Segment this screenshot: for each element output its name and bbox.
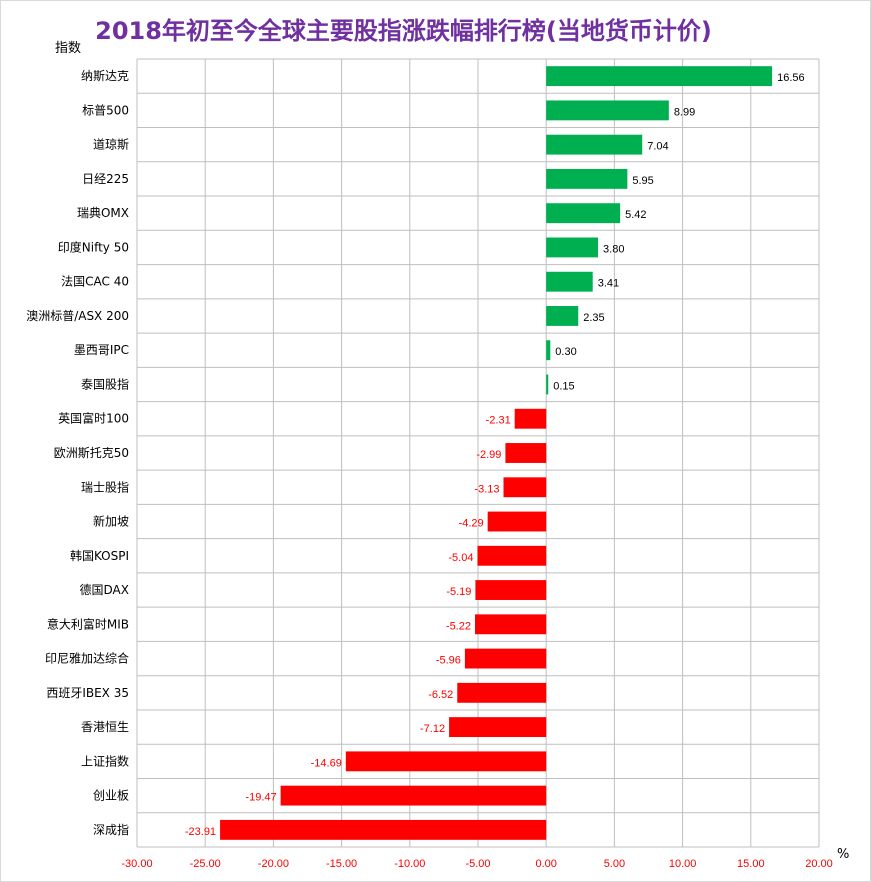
bar — [503, 477, 547, 498]
data-label: -3.13 — [474, 483, 499, 495]
bar — [505, 443, 547, 463]
category-label: 香港恒生 — [81, 720, 129, 734]
category-label: 印尼雅加达综合 — [45, 651, 129, 666]
grid-layer — [136, 58, 820, 848]
x-tick-label: 0.00 — [535, 858, 556, 870]
bar — [546, 66, 773, 87]
data-label: 3.80 — [603, 243, 624, 255]
category-label: 泰国股指 — [81, 376, 129, 391]
category-label: 创业板 — [93, 789, 129, 803]
category-label: 深成指 — [93, 822, 129, 837]
data-label: -5.22 — [446, 620, 471, 632]
data-label: 5.95 — [632, 175, 653, 187]
x-tick-label: -5.00 — [465, 858, 490, 870]
data-label: -7.12 — [420, 723, 445, 735]
data-label: 8.99 — [674, 106, 695, 118]
x-tick-label: 20.00 — [805, 858, 833, 870]
category-label: 上证指数 — [81, 753, 129, 768]
chart-title: 2018年初至今全球主要股指涨跌幅排行榜(当地货币计价) — [95, 17, 712, 45]
category-label: 英国富时100 — [58, 411, 129, 426]
data-label: 3.41 — [598, 278, 619, 290]
category-label: 道琼斯 — [93, 137, 129, 152]
bar — [546, 237, 599, 258]
data-label: -4.29 — [459, 518, 484, 530]
bar — [546, 134, 643, 155]
data-label: 7.04 — [647, 141, 668, 153]
bar — [546, 374, 549, 395]
label-layer: -30.00 -25.00 -20.00 -15.00 -10.00 -5.00 0.00 5… — [26, 69, 833, 870]
x-tick-label: 5.00 — [604, 858, 625, 870]
bar — [220, 819, 547, 840]
bar — [464, 648, 547, 669]
y-axis-title: 指数 — [55, 41, 82, 56]
bar — [345, 751, 547, 772]
bar — [449, 717, 547, 738]
category-label: 欧洲斯托克50 — [54, 446, 129, 460]
data-label: -5.19 — [446, 586, 471, 598]
category-label: 印度Nifty 50 — [58, 239, 129, 254]
bar — [474, 614, 547, 635]
category-label: 瑞典OMX — [77, 206, 129, 220]
data-label: -19.47 — [245, 792, 276, 804]
data-label: -14.69 — [311, 757, 342, 769]
bar — [546, 168, 628, 189]
bar — [546, 100, 669, 121]
category-label: 标普500 — [82, 103, 129, 117]
bar — [546, 271, 593, 292]
category-label: 澳洲标普/ASX 200 — [26, 309, 129, 323]
x-tick-label: 10.00 — [669, 858, 697, 870]
x-tick-label: -30.00 — [121, 858, 152, 870]
bar — [475, 580, 547, 600]
category-label: 墨西哥IPC — [74, 343, 129, 357]
category-label: 德国DAX — [80, 582, 129, 597]
bar-layer — [220, 66, 773, 840]
x-tick-label: -20.00 — [258, 858, 289, 870]
x-tick-label: -10.00 — [394, 858, 425, 870]
data-label: -23.91 — [185, 826, 216, 838]
data-label: 0.15 — [553, 380, 574, 392]
data-label: 5.42 — [625, 209, 646, 221]
x-tick-label: 15.00 — [737, 858, 765, 870]
data-label: -2.99 — [476, 449, 501, 461]
data-label: 16.56 — [777, 72, 805, 84]
x-tick-label: -25.00 — [190, 858, 221, 870]
x-tick-label: -15.00 — [326, 858, 357, 870]
bar — [280, 785, 547, 806]
category-label: 日经225 — [82, 172, 129, 186]
category-label: 法国CAC 40 — [61, 275, 129, 289]
data-label: -6.52 — [428, 689, 453, 701]
data-label: 2.35 — [583, 312, 604, 324]
data-label: -5.04 — [448, 552, 473, 564]
bar — [487, 511, 547, 532]
bar — [546, 306, 579, 326]
bar — [477, 545, 547, 566]
data-label: -2.31 — [486, 415, 511, 427]
category-label: 新加坡 — [93, 514, 129, 529]
category-label: 瑞士股指 — [81, 479, 129, 494]
category-label: 韩国KOSPI — [70, 548, 129, 563]
category-label: 西班牙IBEX 35 — [46, 686, 129, 700]
category-label: 意大利富时MIB — [47, 616, 129, 631]
x-axis-unit: % — [837, 847, 850, 862]
bar — [546, 203, 621, 224]
data-label: -5.96 — [436, 655, 461, 667]
bar — [546, 340, 551, 361]
bar — [457, 682, 547, 703]
bar — [514, 408, 547, 429]
category-label: 纳斯达克 — [81, 69, 129, 83]
data-label: 0.30 — [555, 346, 576, 358]
